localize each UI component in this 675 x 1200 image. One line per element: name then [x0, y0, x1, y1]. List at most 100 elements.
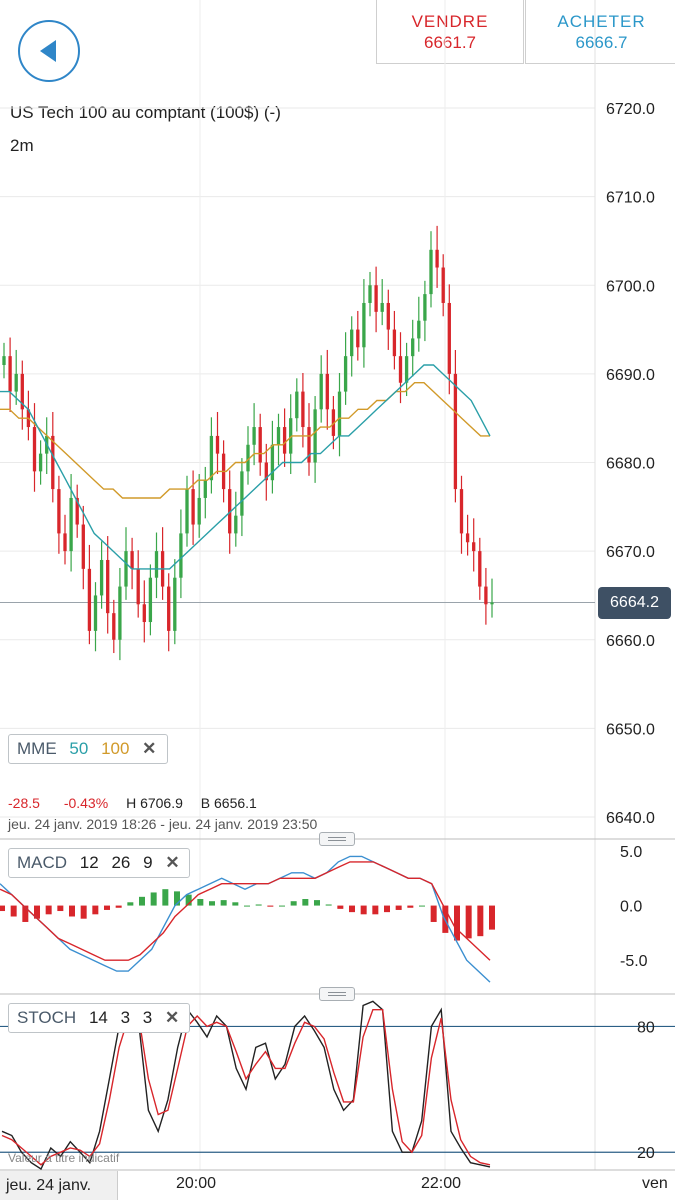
- resize-handle[interactable]: [319, 987, 355, 1001]
- candle-body: [276, 427, 281, 445]
- change-value: -28.5: [8, 795, 40, 811]
- candle-body: [331, 409, 336, 436]
- candle-body: [337, 391, 342, 436]
- candle-body: [142, 604, 146, 623]
- macd-p3: 9: [143, 853, 153, 872]
- close-icon[interactable]: ✕: [165, 853, 180, 872]
- candle-body: [136, 568, 140, 605]
- mme-legend[interactable]: MME 50 100 ✕: [8, 734, 168, 764]
- candle-body: [106, 559, 110, 614]
- candle-body: [459, 489, 464, 534]
- back-button[interactable]: [18, 20, 80, 82]
- macd-tick-label: 0.0: [620, 899, 642, 916]
- candle-body: [258, 427, 262, 463]
- candle-body: [246, 444, 250, 472]
- candle-body: [423, 294, 427, 321]
- macd-histogram-bar: [162, 889, 169, 906]
- close-icon[interactable]: ✕: [165, 1008, 180, 1027]
- macd-histogram-bar: [384, 905, 390, 913]
- resize-handle[interactable]: [319, 832, 355, 846]
- candle-body: [228, 489, 232, 534]
- candle-body: [484, 586, 488, 605]
- macd-name: MACD: [17, 853, 68, 872]
- macd-histogram-bar: [279, 905, 285, 907]
- back-arrow-icon: [40, 40, 56, 62]
- macd-histogram-bar: [290, 901, 297, 906]
- candle-body: [404, 356, 409, 383]
- macd-histogram-bar: [57, 905, 64, 912]
- mme-name: MME: [17, 739, 57, 758]
- candle-body: [356, 329, 360, 348]
- candle-body: [325, 373, 329, 410]
- stoch-name: STOCH: [17, 1008, 77, 1027]
- candle-body: [282, 427, 287, 454]
- candle-body: [417, 320, 421, 339]
- price-stats: -28.5 -0.43% H 6706.9 B 6656.1: [8, 795, 257, 811]
- x-date-label: jeu. 24 janv.: [0, 1171, 118, 1200]
- candle-body: [441, 267, 445, 303]
- stoch-legend[interactable]: STOCH 14 3 3 ✕: [8, 1003, 190, 1033]
- close-icon[interactable]: ✕: [142, 739, 157, 758]
- candle-body: [289, 418, 293, 454]
- candle-body: [87, 568, 92, 631]
- price-tick-label: 6670.0: [606, 544, 655, 561]
- change-percent: -0.43%: [63, 795, 109, 811]
- price-tick-label: 6650.0: [606, 721, 655, 738]
- ema100-line: [0, 382, 490, 499]
- candles: [2, 225, 494, 661]
- macd-histogram-bar: [255, 904, 262, 906]
- macd-histogram-bar: [372, 905, 379, 915]
- price-tick-label: 6640.0: [606, 810, 655, 827]
- candle-body: [447, 302, 451, 374]
- macd-legend[interactable]: MACD 12 26 9 ✕: [8, 848, 190, 878]
- sell-label: VENDRE: [411, 12, 489, 31]
- macd-histogram-bar: [407, 905, 414, 908]
- macd-histogram-bar: [465, 905, 472, 939]
- y-axis-labels: 6720.0 6710.0 6700.0 6690.0 6680.0 6670.0 6660…: [606, 101, 655, 1162]
- candle-body: [99, 559, 104, 596]
- stoch-tick-label: 20: [637, 1145, 655, 1162]
- candle-body: [81, 524, 85, 569]
- candle-body: [185, 489, 189, 534]
- candle-body: [63, 533, 67, 552]
- candle-body: [148, 577, 153, 623]
- candle-body: [478, 551, 482, 587]
- candle-body: [14, 373, 18, 392]
- candle-body: [386, 302, 390, 330]
- macd-histogram-bar: [314, 900, 320, 906]
- candle-body: [252, 427, 256, 445]
- macd-histogram-bar: [0, 905, 5, 912]
- candle-body: [209, 435, 214, 481]
- price-tick-label: 6710.0: [606, 190, 655, 207]
- buy-button[interactable]: ACHETER 6666.7: [525, 0, 675, 64]
- macd-histogram-bar: [220, 900, 227, 906]
- macd-histogram-bar: [454, 905, 460, 941]
- candle-body: [270, 444, 275, 481]
- macd-histogram-bar: [185, 894, 192, 906]
- macd-histogram-bar: [360, 905, 367, 915]
- candle-body: [264, 462, 268, 481]
- candle-body: [112, 613, 116, 640]
- candle-body: [69, 497, 73, 552]
- candle-body: [57, 489, 61, 534]
- candle-body: [191, 489, 195, 525]
- candle-body: [2, 356, 6, 366]
- interval-label[interactable]: 2m: [10, 136, 34, 155]
- candle-body: [203, 480, 207, 498]
- ema-lines: [0, 364, 491, 570]
- candle-body: [350, 329, 354, 357]
- sell-button[interactable]: VENDRE 6661.7: [376, 0, 524, 64]
- candle-body: [319, 373, 323, 410]
- macd-histogram-bar: [10, 905, 17, 917]
- candle-body: [380, 302, 384, 312]
- candle-body: [453, 373, 458, 490]
- macd-histogram-bar: [69, 905, 75, 917]
- macd-histogram-bar: [150, 892, 157, 906]
- indicative-note: Valeur à titre indicatif: [8, 1151, 120, 1165]
- candle-body: [472, 542, 476, 552]
- stoch-p1: 14: [88, 1008, 108, 1027]
- macd-histogram-bar: [174, 891, 180, 906]
- macd-histogram-bar: [45, 905, 52, 915]
- candle-body: [392, 329, 397, 357]
